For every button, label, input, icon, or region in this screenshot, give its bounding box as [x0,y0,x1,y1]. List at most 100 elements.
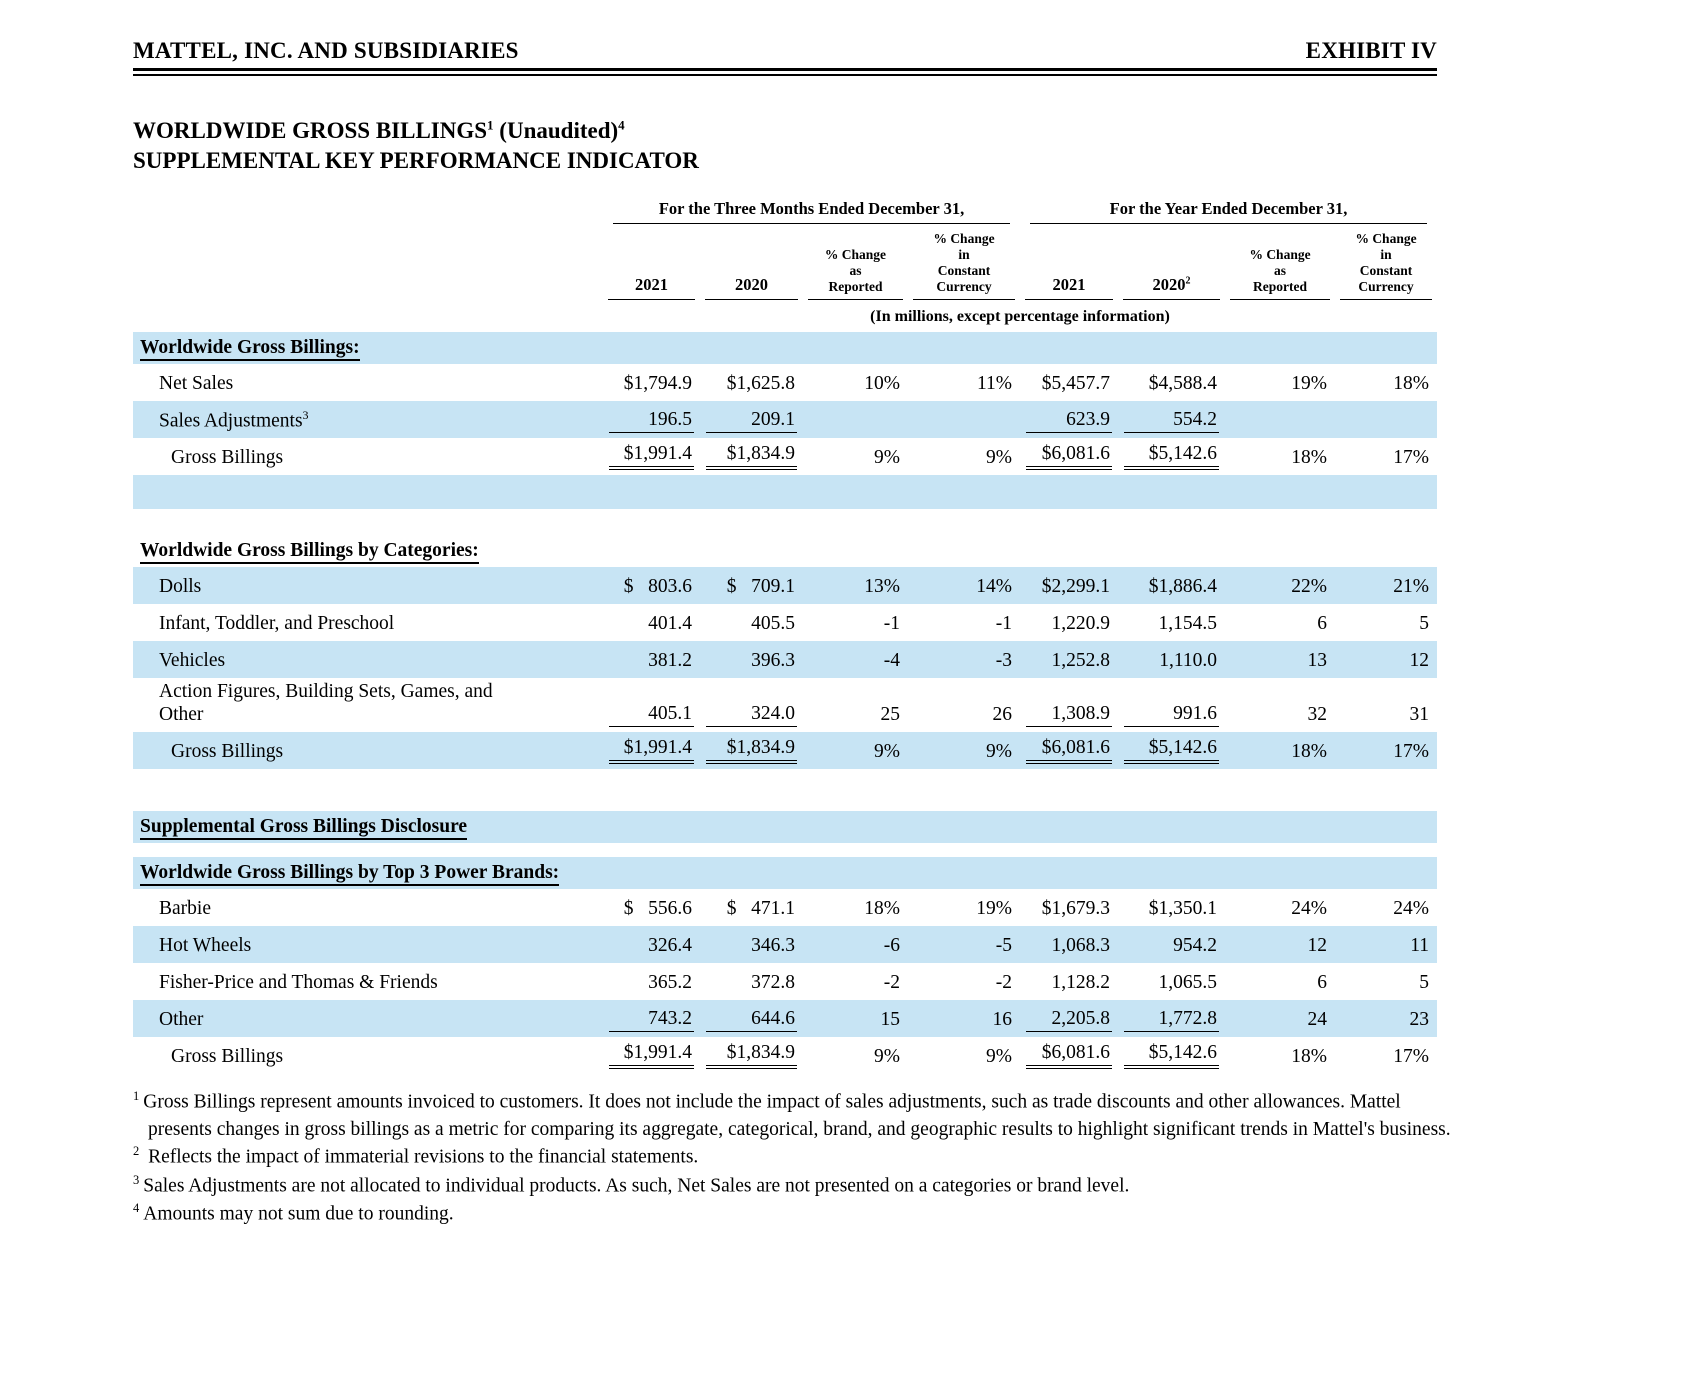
exhibit-label: EXHIBIT IV [1305,38,1437,63]
value-cell: $ 803.6 [603,566,700,604]
footnote-4-text: Amounts may not sum due to rounding. [143,1203,454,1225]
value-cell: $6,081.6 [1020,731,1119,769]
value-cell: $6,081.6 [1020,438,1118,475]
value-cell: 1,154.5 [1158,612,1218,634]
value-cell: 326.4 [603,925,700,963]
value-cell: 1,308.9 [1020,678,1118,732]
value-cell: 24% [1393,897,1430,919]
value-cell: 6 [1317,612,1328,634]
value-cell: 401.4 [648,612,692,634]
value-cell: 25 [880,703,901,725]
group-header-three-months: For the Three Months Ended December 31, [603,199,1020,224]
col-header-q-2020: 2020 [700,224,803,300]
col-header-y-2021: 2021 [1020,224,1118,300]
value-cell: 381.2 [603,640,700,678]
table-row: Net Sales $1,794.9 $1,625.8 10% 11% $5,457.7 $… [133,364,1437,401]
footnote-ref-3: 3 [302,407,309,422]
footnote-3: 3 Sales Adjustments are not allocated to … [133,1172,1451,1200]
col-header-q-change-constant: % Change in Constant Currency [908,224,1020,300]
table-row: Hot Wheels 326.4 346.3 -6 -5 1,068.3 954.2 12 11 [133,925,1438,963]
value-cell: 9% [986,446,1013,468]
value-cell: 17% [1393,446,1430,468]
value-cell: $5,142.6 [1118,731,1226,769]
value-cell: 5 [1419,612,1430,634]
value-cell: 405.1 [603,678,700,732]
empty-row [133,474,1438,509]
gross-billings-table: For the Three Months Ended December 31, … [133,199,1438,1074]
value-cell: 12 [1335,640,1438,678]
value-cell: 9% [803,731,908,769]
value-cell: $1,794.9 [623,372,692,394]
value-cell: 1,110.0 [1118,640,1226,678]
value-cell: -6 [803,925,908,963]
value-cell: 17% [1393,1045,1430,1067]
row-label: Hot Wheels [133,925,603,963]
header-double-rule [133,68,1437,76]
value-cell: -4 [803,640,908,678]
value-cell: 9% [986,1045,1013,1067]
value-cell: 18% [1291,1045,1328,1067]
spacer-row [133,769,1437,811]
value-cell: -2 [995,971,1013,993]
value-cell: 954.2 [1118,925,1226,963]
value-cell: 346.3 [700,925,803,963]
table-row: Other 743.2 644.6 15 16 2,205.8 1,772.8 24 23 [133,999,1438,1037]
table-row: Sales Adjustments3 196.5 209.1 623.9 554.2 [133,400,1438,438]
row-label: Gross Billings [171,447,284,469]
table-row: Fisher-Price and Thomas & Friends 365.2 37… [133,963,1437,1000]
value-cell: $5,457.7 [1041,372,1111,394]
section-header-label: Supplemental Gross Billings Disclosure [133,810,1438,843]
table-row: Action Figures, Building Sets, Games, an… [133,678,1437,732]
footnote-2-marker: 2 [133,1144,140,1159]
value-cell: 18% [1225,731,1336,769]
value-cell: -1 [995,612,1013,634]
value-cell: $1,679.3 [1041,897,1111,919]
group-header-row: For the Three Months Ended December 31, … [133,199,1437,224]
value-cell: -5 [908,925,1021,963]
section-header-row: Worldwide Gross Billings by Categories: [133,535,1437,567]
value-cell: 396.3 [700,640,803,678]
row-label: Sales Adjustments3 [133,400,603,438]
value-cell: 31 [1409,703,1430,725]
units-row: (In millions, except percentage informat… [133,300,1437,332]
document-header: MATTEL, INC. AND SUBSIDIARIES EXHIBIT IV [133,38,1437,64]
value-cell [908,400,1021,438]
table-body: Worldwide Gross Billings: Net Sales $1,794… [133,331,1438,1074]
value-cell: 24% [1291,897,1328,919]
value-cell: 9% [874,1045,900,1067]
value-cell: $1,834.9 [700,731,803,769]
value-cell: $2,299.1 [1020,566,1119,604]
row-label: Vehicles [133,640,603,678]
value-cell: 19% [1291,372,1328,394]
value-cell: 743.2 [603,999,700,1037]
footnote-2-text: Reflects the impact of immaterial revisi… [143,1146,699,1168]
value-cell: 991.6 [1118,678,1225,732]
value-cell: 12 [1225,925,1336,963]
table-row: Infant, Toddler, and Preschool 401.4 405.5… [133,604,1437,641]
table-row: Barbie $ 556.6 $ 471.1 18% 19% $1,679.3 $1,350… [133,889,1437,926]
company-name: MATTEL, INC. AND SUBSIDIARIES [133,38,519,63]
table-row: Gross Billings $1,991.4 $1,834.9 9% 9% $6,081… [133,1037,1437,1074]
value-cell: 405.5 [751,612,795,634]
page-title: WORLDWIDE GROSS BILLINGS1 (Unaudited)4 S… [133,116,1460,177]
table-row: Vehicles 381.2 396.3 -4 -3 1,252.8 1,110.0 13 12 [133,640,1438,678]
value-cell: $1,991.4 [603,438,700,475]
value-cell: 372.8 [751,971,795,993]
footnote-4: 4 Amounts may not sum due to rounding. [133,1200,1451,1228]
value-cell: $4,588.4 [1148,372,1218,394]
title-line-1: WORLDWIDE GROSS BILLINGS1 (Unaudited)4 [133,117,625,143]
value-cell: 21% [1335,566,1438,604]
units-note: (In millions, except percentage informat… [870,307,1170,325]
footnote-4-marker: 4 [133,1200,140,1215]
footnote-1: 1 Gross Billings represent amounts invoic… [133,1088,1451,1144]
section-header-label: Worldwide Gross Billings: [133,331,1438,364]
value-cell: 32 [1307,703,1328,725]
row-label: Fisher-Price and Thomas & Friends [159,972,438,994]
value-cell: $ 556.6 [623,897,692,919]
footnote-1-text: Gross Billings represent amounts invoice… [143,1091,1451,1140]
value-cell: 15 [803,999,908,1037]
section-header-label: Worldwide Gross Billings by Categories: [133,535,1437,567]
value-cell [803,400,908,438]
value-cell: 13% [803,566,908,604]
value-cell: 19% [976,897,1013,919]
